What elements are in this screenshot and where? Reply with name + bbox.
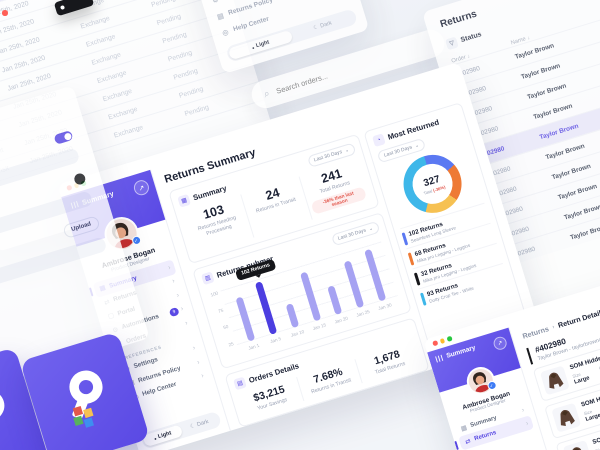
count-badge: 9	[168, 306, 180, 318]
chevron-right-icon: ›	[524, 419, 530, 428]
chevron-right-icon: ›	[167, 264, 172, 272]
product-card[interactable]: SOM Hidden Hoodie Size Large Quantity 12	[544, 355, 600, 440]
x-tick: Jan 1	[247, 342, 260, 351]
chevron-right-icon: ›	[196, 358, 201, 367]
light-dot-icon: ●	[251, 44, 255, 50]
menu-item-icon: ◎	[221, 28, 230, 37]
x-tick: Jan 10	[290, 328, 305, 338]
status-filter-chip[interactable]: ▽ Status	[445, 29, 483, 51]
search-icon: ⌕	[262, 87, 271, 100]
chevron-right-icon: ›	[175, 291, 181, 300]
upload-button[interactable]: Upload	[61, 215, 101, 240]
color-swatch[interactable]	[72, 172, 87, 186]
chevron-right-icon: ›	[520, 406, 526, 414]
bar[interactable]	[327, 284, 343, 315]
zoom-window-button[interactable]	[446, 336, 453, 342]
legend-color-bar	[419, 292, 427, 306]
menu-item-icon: ⚙	[211, 0, 220, 5]
theme-light-option[interactable]: ● Light	[142, 424, 183, 448]
x-tick: Jan 20	[333, 315, 349, 325]
breadcrumb-separator-icon: ›	[551, 323, 556, 331]
hoodie-image	[560, 409, 575, 427]
chevron-right-icon: ›	[191, 344, 197, 353]
mini-sidebar: ||| Summary ↗ ✓ Ambrose Bogan Product De…	[427, 327, 562, 450]
sort-icon: ↓	[526, 35, 531, 42]
chevron-down-icon: ⌄	[414, 142, 420, 150]
legend-color-bar	[407, 251, 414, 266]
product-list: SOM Hidden Hoodie Size Large Quantity 12	[532, 318, 600, 450]
sidebar-item-icon: ▦	[460, 424, 468, 433]
avatar: ✓	[462, 363, 498, 399]
chevron-right-icon: ›	[184, 319, 189, 327]
filter-icon: ▽	[445, 36, 459, 51]
menu-item-icon: ▤	[216, 12, 225, 21]
chevron-right-icon: ›	[171, 277, 176, 286]
orders-icon: ▤	[233, 376, 247, 391]
light-dot-icon: ●	[153, 435, 158, 441]
chevron-right-icon: ›	[200, 372, 205, 381]
donut-chart: 327 Total (-36%)	[396, 147, 469, 221]
minimize-window-button[interactable]	[439, 338, 446, 344]
product-image	[551, 402, 582, 433]
brand-tile	[19, 331, 151, 450]
x-tick: Jan 25	[355, 308, 371, 318]
breadcrumb-root[interactable]: Returns	[521, 324, 550, 341]
product-image	[562, 439, 593, 450]
chart-icon: ▥	[201, 271, 215, 286]
brand-logo-icon	[69, 370, 103, 429]
verified-badge-icon: ✓	[130, 234, 142, 247]
theme-dark-option[interactable]: ☾ Dark	[189, 418, 210, 431]
return-details-content: Returns › Return Details #402980 Taylor …	[509, 271, 600, 450]
chevron-down-icon: ⌄	[367, 225, 374, 233]
return-details-window: ||| Summary ↗ ✓ Ambrose Bogan Product De…	[423, 258, 600, 450]
brand-logo-icon	[0, 390, 5, 421]
legend-color-bar	[401, 231, 408, 246]
traffic-light-red	[2, 10, 8, 16]
y-tick: 25	[227, 341, 235, 348]
most-returned-icon: ◔	[372, 133, 386, 148]
chevron-right-icon: ›	[179, 305, 185, 314]
breadcrumb-current: Return Details	[556, 306, 600, 330]
x-tick: Jan 15	[311, 322, 327, 332]
y-tick: 75	[217, 307, 224, 314]
close-window-button[interactable]	[432, 340, 438, 347]
legend-color-bar	[413, 272, 420, 286]
share-icon[interactable]: ↗	[492, 335, 509, 352]
product-image	[539, 365, 570, 396]
experience-toggle[interactable]	[53, 130, 74, 145]
sort-icon: ↓	[466, 53, 471, 60]
y-tick: 100	[209, 290, 219, 298]
hoodie-image	[549, 372, 564, 389]
moon-icon: ☾	[189, 423, 197, 431]
x-tick: Jan 30	[377, 302, 393, 311]
y-tick: 50	[222, 324, 230, 331]
hoodie-image	[571, 447, 587, 450]
bar[interactable]	[285, 303, 299, 329]
moon-icon: ☾	[312, 24, 320, 32]
product-card[interactable]: SOM Hidden Hoodie Size Large Quantity 12	[532, 318, 600, 402]
logo-bars-icon: |||	[434, 354, 445, 364]
chevron-down-icon: ⌄	[344, 147, 350, 154]
menu-item-label: Help Center	[232, 15, 270, 34]
summary-icon: ▦	[177, 193, 191, 208]
sidebar-item-icon: ⇄	[464, 437, 472, 447]
x-tick: Jan 5	[269, 335, 282, 345]
